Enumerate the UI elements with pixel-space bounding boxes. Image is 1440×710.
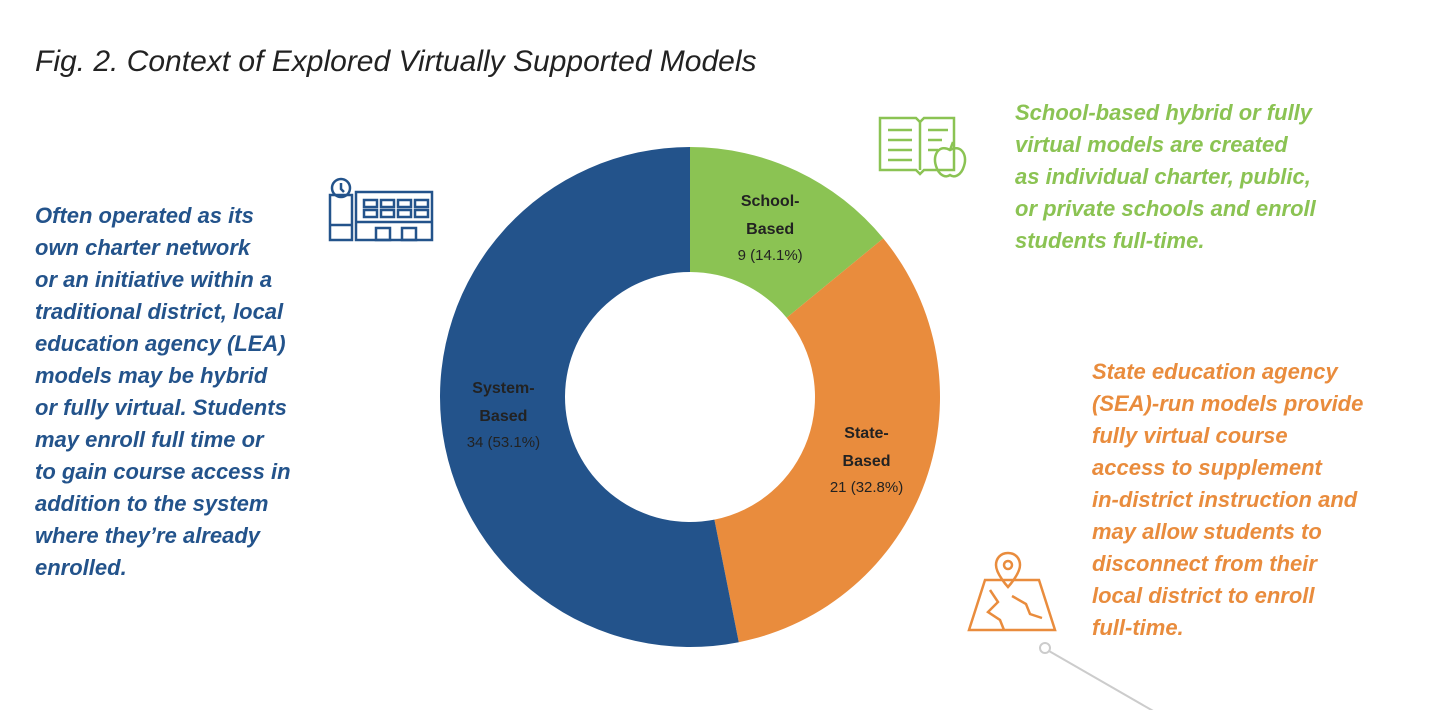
annotation-line: models may be hybrid [35, 363, 268, 388]
annotation-line: where they’re already [35, 523, 261, 548]
annotation-line: or fully virtual. Students [35, 395, 287, 420]
annotation-line: own charter network [35, 235, 251, 260]
annotation-line: may enroll full time or [35, 427, 264, 452]
annotation-line: addition to the system [35, 491, 269, 516]
annotation-line: (SEA)-run models provide [1092, 391, 1364, 416]
slice-label: State-Based 21 (32.8%) [822, 420, 912, 500]
annotation-line: fully virtual course [1092, 423, 1288, 448]
school-icon [328, 177, 434, 242]
map-icon [967, 551, 1057, 632]
value-label: 9 (14.1%) [737, 246, 803, 264]
donut-slice [690, 147, 884, 318]
category-label: State-Based [842, 425, 891, 471]
chart-title: Fig. 2. Context of Explored Virtually Su… [35, 45, 757, 78]
annotation-line: access to supplement [1092, 455, 1322, 480]
value-label: 21 (32.8%) [829, 479, 904, 497]
annotation: State education agency (SEA)-run models p… [1092, 356, 1363, 644]
annotation-line: local district to enroll [1092, 583, 1315, 608]
annotation-line: Often operated as its [35, 203, 254, 228]
annotation-line: virtual models are created [1015, 132, 1288, 157]
annotation-line: full-time. [1092, 615, 1184, 640]
slice-label: School-Based 9 (14.1%) [725, 188, 815, 268]
annotation-line: to gain course access in [35, 459, 291, 484]
annotation-line: traditional district, local [35, 299, 284, 324]
category-label: School-Based [740, 192, 800, 238]
annotation-line: or an initiative within a [35, 267, 273, 292]
category-label: System-Based [472, 380, 535, 426]
annotation-line: in-district instruction and [1092, 487, 1358, 512]
annotation-line: School-based hybrid or fully [1015, 100, 1313, 125]
pointer-line [1039, 642, 1154, 710]
annotation-line: enrolled. [35, 555, 127, 580]
annotation-line: or private schools and enroll [1015, 196, 1316, 221]
annotation-line: education agency (LEA) [35, 331, 286, 356]
annotation-line: as individual charter, public, [1015, 164, 1311, 189]
annotation-line: State education agency [1092, 359, 1338, 384]
annotation: Often operated as its own charter network… [35, 200, 291, 584]
annotation-line: students full-time. [1015, 228, 1205, 253]
book-icon [878, 116, 967, 178]
annotation-line: may allow students to [1092, 519, 1322, 544]
donut-slice [714, 238, 941, 643]
annotation: School-based hybrid or fully virtual mode… [1015, 97, 1316, 257]
annotation-line: disconnect from their [1092, 551, 1317, 576]
slice-label: System-Based 34 (53.1%) [458, 375, 548, 455]
value-label: 34 (53.1%) [466, 434, 541, 452]
donut-slice [440, 147, 739, 648]
